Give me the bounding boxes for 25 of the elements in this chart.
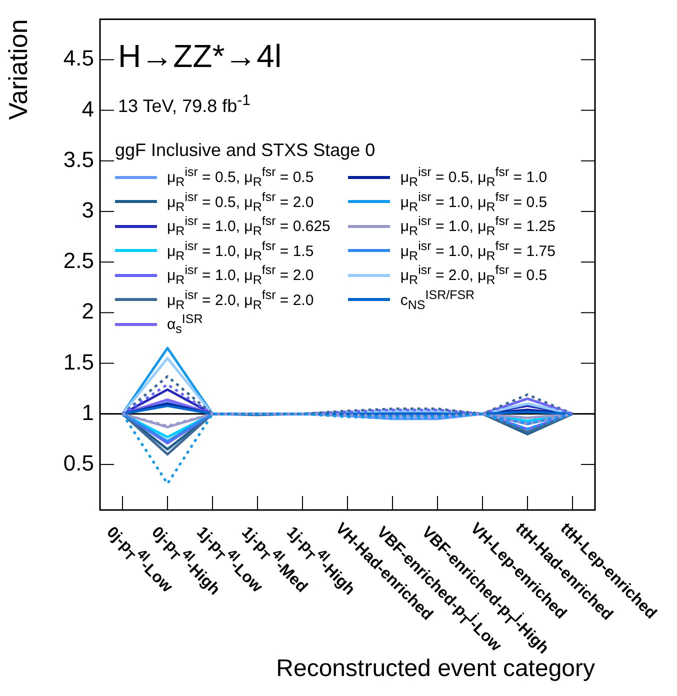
legend-label: μ$_{R}$$^{isr}$ = 1.0, μ$_{R}$$^{fsr}$ = 1.25 [400,214,556,238]
legend-label: μ$_{R}$$^{isr}$ = 1.0, μ$_{R}$$^{fsr}$ = 0.5 [400,190,548,214]
legend-label: μ$_{R}$$^{isr}$ = 0.5, μ$_{R}$$^{fsr}$ = 0.5 [167,165,314,190]
y-axis-title: Variation [2,19,33,120]
legend-label: μ$_{R}$$^{isr}$ = 1.0, μ$_{R}$$^{fsr}$ = 1.5 [167,238,314,263]
legend-label: μ$_{R}$$^{isr}$ = 1.0, μ$_{R}$$^{fsr}$ = 2.0 [167,263,314,288]
y-tick-label: 1.5 [63,349,94,374]
y-tick-label: 2.5 [63,248,94,274]
legend-label: μ$_{R}$$^{isr}$ = 1.0, μ$_{R}$$^{fsr}$ = 0.625 [167,214,330,238]
legend-label: μ$_{R}$$^{isr}$ = 1.0, μ$_{R}$$^{fsr}$ = 1.75 [400,238,556,263]
y-tick-label: 2 [82,298,94,324]
legend-label: μ$_{R}$$^{isr}$ = 2.0, μ$_{R}$$^{fsr}$ = 0.5 [400,263,548,288]
y-tick-label: 0.5 [63,450,94,476]
legend-title: ggF Inclusive and STXS Stage 0 [115,140,376,161]
y-tick-label: 4 [82,96,94,122]
x-axis-title: Reconstructed event category [276,655,595,683]
annotation: 13 TeV, 79.8 fb$^{-1}$ [118,92,250,117]
y-tick-label: 4.5 [63,46,94,71]
legend-label: μ$_{R}$$^{isr}$ = 0.5, μ$_{R}$$^{fsr}$ = 2.0 [167,190,314,214]
annotation: H→ZZ*→4l [118,38,282,75]
legend-label: μ$_{R}$$^{isr}$ = 2.0, μ$_{R}$$^{fsr}$ = 2.0 [167,288,314,312]
y-tick-label: 1 [82,400,94,425]
y-tick-label: 3 [82,198,94,223]
y-tick-label: 3.5 [63,146,94,172]
legend-label: μ$_{R}$$^{isr}$ = 0.5, μ$_{R}$$^{fsr}$ = 1.0 [400,165,548,190]
